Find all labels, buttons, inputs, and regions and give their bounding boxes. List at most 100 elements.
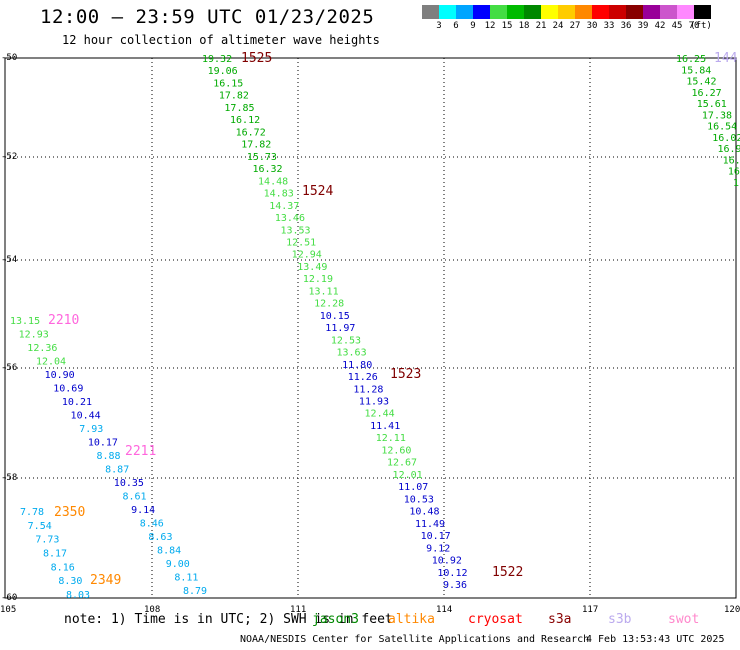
wave-height-value: 12.60 bbox=[381, 445, 411, 456]
footer-timestamp: 4 Feb 13:53:43 UTC 2025 bbox=[586, 634, 725, 645]
map-frame bbox=[4, 57, 737, 599]
wave-height-value: 16 bbox=[728, 167, 740, 178]
pass-label: 1524 bbox=[302, 184, 333, 199]
pass-label: 2210 bbox=[48, 313, 79, 328]
wave-height-value: 9.00 bbox=[166, 559, 190, 570]
wave-height-value: 19.06 bbox=[208, 66, 238, 77]
wave-height-value: 10.21 bbox=[62, 397, 92, 408]
wave-height-value: 8.03 bbox=[66, 590, 90, 601]
wave-height-value: 16.02 bbox=[712, 133, 740, 144]
wave-height-value: 16. bbox=[723, 155, 740, 166]
map-subtitle: 12 hour collection of altimeter wave hei… bbox=[62, 33, 380, 47]
latitude-label: -56 bbox=[1, 363, 17, 373]
satellite-legend: jason3 altika cryosat s3a s3b swot bbox=[0, 612, 740, 630]
legend-swatch bbox=[456, 5, 473, 19]
wave-height-value: 10.90 bbox=[45, 370, 75, 381]
legend-swatch bbox=[575, 5, 592, 19]
wave-height-value: 10.17 bbox=[421, 531, 451, 542]
legend-label: 15 bbox=[501, 21, 513, 31]
wave-height-value: 10.48 bbox=[409, 507, 439, 518]
wave-height-value: 10.35 bbox=[114, 478, 144, 489]
legend-swatch bbox=[490, 5, 507, 19]
wave-height-value: 16.9 bbox=[717, 144, 740, 155]
wave-height-value: 8.16 bbox=[51, 562, 75, 573]
pass-label: 1523 bbox=[390, 367, 421, 382]
wave-height-value: 12.04 bbox=[36, 357, 66, 368]
wave-height-value: 15.42 bbox=[686, 77, 716, 88]
wave-height-value: 17.85 bbox=[224, 103, 254, 114]
legend-label: 33 bbox=[603, 21, 615, 31]
legend-swatch bbox=[473, 5, 490, 19]
legend-label: 45 bbox=[671, 21, 683, 31]
legend-swatches bbox=[422, 5, 711, 19]
wave-height-value: 16.12 bbox=[230, 115, 260, 126]
wave-height-value: 14.37 bbox=[269, 201, 299, 212]
legend-label: 70 bbox=[688, 21, 700, 31]
legend-swatch bbox=[524, 5, 541, 19]
wave-height-value: 12.36 bbox=[27, 343, 57, 354]
wave-height-value: 11.26 bbox=[348, 372, 378, 383]
wave-height-value: 12.94 bbox=[292, 250, 322, 261]
wave-height-value: 8.17 bbox=[43, 549, 67, 560]
wave-height-value: 8.87 bbox=[105, 465, 129, 476]
legend-label: 30 bbox=[586, 21, 598, 31]
wave-height-value: 7.54 bbox=[28, 521, 52, 532]
wave-height-value: 9.12 bbox=[426, 543, 450, 554]
footer-credit: NOAA/NESDIS Center for Satellite Applica… bbox=[240, 634, 590, 645]
wave-height-value: 15.61 bbox=[697, 99, 727, 110]
legend-swatch bbox=[592, 5, 609, 19]
satellite-legend-item: s3a bbox=[548, 612, 572, 627]
pass-label: 1522 bbox=[492, 565, 523, 580]
legend-swatch bbox=[694, 5, 711, 19]
legend-swatch bbox=[677, 5, 694, 19]
satellite-legend-item: jason3 bbox=[312, 612, 359, 627]
wave-height-value: 12.44 bbox=[365, 409, 395, 420]
wave-height-value: 8.11 bbox=[174, 573, 198, 584]
wave-height-value: 10.92 bbox=[432, 556, 462, 567]
legend-label: 21 bbox=[535, 21, 547, 31]
legend-label: 18 bbox=[518, 21, 530, 31]
latitude-label: -60 bbox=[1, 593, 17, 603]
wave-height-value: 10.44 bbox=[71, 411, 101, 422]
latitude-label: -58 bbox=[1, 473, 17, 483]
legend-label: 3 bbox=[436, 21, 442, 31]
wave-height-value: 12.01 bbox=[393, 470, 423, 481]
wave-height-value: 9.14 bbox=[131, 505, 155, 516]
satellite-legend-item: swot bbox=[668, 612, 700, 627]
wave-height-value: 10.15 bbox=[320, 311, 350, 322]
wave-height-value: 10.53 bbox=[404, 494, 434, 505]
wave-height-value: 8.30 bbox=[58, 576, 82, 587]
wave-height-value: 17.38 bbox=[702, 110, 732, 121]
wave-height-value: 16.72 bbox=[236, 127, 266, 138]
wave-height-value: 10.17 bbox=[88, 438, 118, 449]
wave-height-value: 16.32 bbox=[252, 164, 282, 175]
wave-height-value: 13.53 bbox=[280, 225, 310, 236]
legend-swatch bbox=[422, 5, 439, 19]
satellite-legend-item: s3b bbox=[608, 612, 632, 627]
wave-height-value: 8.79 bbox=[183, 586, 207, 597]
wave-height-value: 11.97 bbox=[325, 323, 355, 334]
wave-height-value: 12.19 bbox=[303, 274, 333, 285]
wave-height-value: 8.88 bbox=[97, 451, 121, 462]
wave-height-value: 16.25 bbox=[676, 54, 706, 65]
longitude-label: 114 bbox=[436, 605, 452, 615]
wave-height-value: 7.78 bbox=[20, 507, 44, 518]
wave-height-value: 9.36 bbox=[443, 580, 467, 591]
wave-height-value: 15.84 bbox=[681, 65, 711, 76]
pass-label: 2211 bbox=[125, 444, 156, 459]
latitude-label: -52 bbox=[1, 152, 17, 162]
wave-height-value: 12.28 bbox=[314, 299, 344, 310]
legend-labels: 3 6 9 12 15 18 21 24 27 30 33 36 39 42 45 70 (ft) bbox=[422, 19, 712, 33]
wave-height-value: 11.49 bbox=[415, 519, 445, 530]
longitude-label: 105 bbox=[0, 605, 16, 615]
wave-height-value: 12.67 bbox=[387, 458, 417, 469]
pass-label: 2349 bbox=[90, 573, 121, 588]
legend-swatch bbox=[643, 5, 660, 19]
wave-height-value: 17.82 bbox=[241, 140, 271, 151]
latitude-label: -54 bbox=[1, 255, 17, 265]
wave-height-value: 17.82 bbox=[219, 91, 249, 102]
legend-swatch bbox=[439, 5, 456, 19]
wave-height-value: 13.49 bbox=[297, 262, 327, 273]
wave-height-value: 19.32 bbox=[202, 54, 232, 65]
